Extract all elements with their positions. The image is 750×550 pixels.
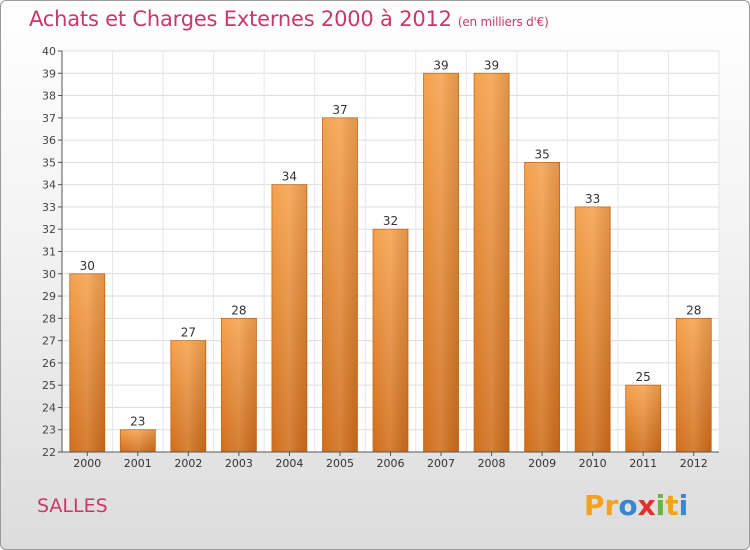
- y-tick-label: 40: [42, 45, 56, 58]
- x-tick-label: 2004: [275, 457, 303, 470]
- x-tick-label: 2002: [174, 457, 202, 470]
- bar-shade: [423, 73, 459, 453]
- x-tick-label: 2011: [629, 457, 657, 470]
- y-tick-label: 27: [42, 335, 56, 348]
- bar-value-label: 39: [484, 58, 499, 72]
- bars: 30 23 27 28 34 37 32 39 39 35 33 25 28: [69, 58, 712, 453]
- bar-value-label: 28: [231, 303, 246, 317]
- bar-value-label: 25: [636, 370, 651, 384]
- bar-value-label: 33: [585, 192, 600, 206]
- bar-value-label: 39: [433, 58, 448, 72]
- bar-shade: [373, 229, 408, 452]
- bar-shade: [322, 117, 358, 452]
- bar-shade: [120, 429, 156, 452]
- logo-letter: i: [678, 489, 689, 522]
- bar-shade: [69, 273, 105, 452]
- x-tick-label: 2006: [377, 457, 405, 470]
- bar-shade: [474, 73, 510, 453]
- x-tick-label: 2005: [326, 457, 354, 470]
- y-tick-label: 29: [42, 290, 56, 303]
- bar-value-label: 37: [332, 103, 347, 117]
- x-tick-label: 2001: [124, 457, 152, 470]
- bar-value-label: 30: [80, 259, 95, 273]
- y-tick-label: 37: [42, 112, 56, 125]
- y-tick-label: 35: [42, 156, 56, 169]
- bar-value-label: 32: [383, 214, 398, 228]
- chart-title: Achats et Charges Externes 2000 à 2012 (e…: [29, 7, 549, 31]
- chart-subtitle: (en milliers d'€): [457, 15, 549, 29]
- y-tick-label: 24: [42, 401, 56, 414]
- y-tick-label: 38: [42, 90, 56, 103]
- bar-shade: [221, 318, 257, 452]
- logo-letter: r: [604, 489, 619, 522]
- y-tick-label: 34: [42, 179, 56, 192]
- logo-letter: P: [584, 489, 605, 522]
- bar-shade: [170, 340, 206, 452]
- bar-value-label: 34: [282, 170, 297, 184]
- x-tick-label: 2000: [73, 457, 101, 470]
- y-tick-label: 23: [42, 424, 56, 437]
- bar-value-label: 23: [130, 415, 145, 429]
- y-tick-label: 36: [42, 134, 56, 147]
- logo-letter: t: [665, 489, 679, 522]
- x-tick-label: 2009: [528, 457, 556, 470]
- chart-title-text: Achats et Charges Externes 2000 à 2012: [29, 7, 452, 31]
- bar-value-label: 27: [181, 326, 196, 340]
- x-tick-label: 2007: [427, 457, 455, 470]
- y-tick-label: 33: [42, 201, 56, 214]
- axes: 22 23 24 25 26 27 28 29 30 31 32 33 34 35 36 37 38 39 40 20…: [42, 45, 719, 470]
- bar-shade: [676, 318, 712, 452]
- logo-letter: o: [618, 489, 638, 522]
- y-tick-label: 26: [42, 357, 56, 370]
- y-tick-label: 25: [42, 379, 56, 392]
- bar-shade: [524, 162, 560, 452]
- x-tick-label: 2008: [478, 457, 506, 470]
- y-tick-label: 39: [42, 67, 56, 80]
- y-tick-label: 31: [42, 246, 56, 259]
- bar-value-label: 35: [534, 147, 549, 161]
- bar-shade: [575, 206, 611, 452]
- logo-letter: x: [637, 489, 656, 522]
- y-tick-label: 22: [42, 446, 56, 459]
- proxiti-logo: Proxiti: [584, 489, 688, 522]
- bar-shade: [271, 184, 307, 452]
- y-tick-label: 30: [42, 268, 56, 281]
- x-tick-label: 2012: [680, 457, 708, 470]
- bar-value-label: 28: [686, 303, 701, 317]
- x-tick-label: 2003: [225, 457, 253, 470]
- y-tick-label: 28: [42, 312, 56, 325]
- x-tick-label: 2010: [579, 457, 607, 470]
- logo-letter: i: [655, 489, 666, 522]
- y-tick-label: 32: [42, 223, 56, 236]
- bar-shade: [625, 385, 661, 452]
- commune-name: SALLES: [37, 495, 108, 517]
